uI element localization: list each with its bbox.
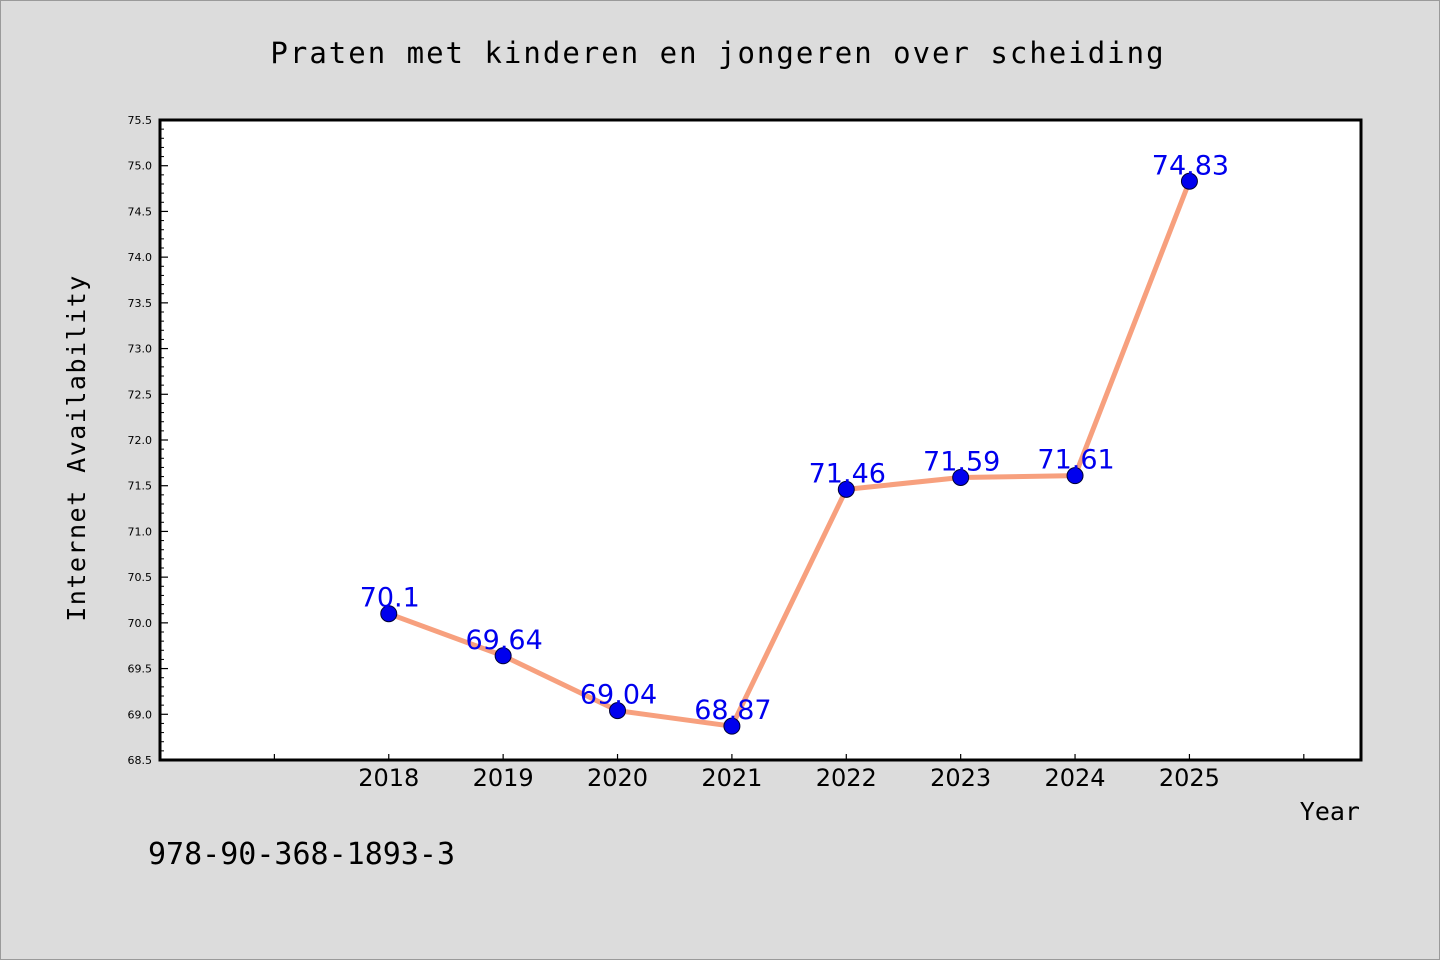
data-label: 68.87: [694, 695, 771, 726]
data-point: [494, 647, 512, 665]
x-tick-label: 2018: [358, 764, 419, 792]
isbn-caption: 978-90-368-1893-3: [148, 837, 455, 872]
y-tick-label: 73.5: [128, 297, 153, 310]
y-tick-label: 70.5: [128, 571, 153, 584]
data-label: 71.61: [1037, 445, 1114, 476]
series-layer: 70.1 69.64 69.04 68.87 71.46 71.59 71.61 74.83: [360, 150, 1229, 735]
data-label: 74.83: [1152, 150, 1229, 181]
data-point: [723, 717, 741, 735]
x-tick-label: 2019: [473, 764, 534, 792]
y-tick-label: 75.5: [128, 114, 153, 127]
x-axis: 2018 2019 2020 2021 2022 2023 2024 2025: [159, 754, 1305, 792]
data-point: [952, 468, 970, 486]
y-tick-label: 69.0: [128, 708, 153, 721]
x-tick-label: 2023: [930, 764, 991, 792]
y-tick-label: 68.5: [128, 754, 153, 767]
data-label: 69.64: [465, 625, 542, 656]
x-axis-label: Year: [1300, 797, 1360, 826]
y-tick-label: 71.0: [128, 525, 153, 538]
series-line: [386, 178, 1192, 729]
x-tick-label: 2024: [1045, 764, 1106, 792]
y-tick-label: 69.5: [128, 663, 153, 676]
y-axis: 68.5 69.0 69.5 70.0 70.5 71.0 71.5 72.0 72.5 73.0…: [128, 114, 168, 767]
data-point: [1180, 172, 1198, 190]
y-tick-label: 70.0: [128, 617, 153, 630]
y-axis-label: Internet Availability: [62, 274, 91, 622]
data-label: 71.59: [923, 446, 1000, 477]
data-label: 70.1: [360, 583, 420, 614]
x-tick-label: 2021: [701, 764, 762, 792]
data-point: [837, 480, 855, 498]
data-label: 69.04: [580, 680, 657, 711]
x-tick-label: 2022: [816, 764, 877, 792]
data-point: [1066, 467, 1084, 485]
y-tick-label: 73.0: [128, 343, 153, 356]
x-tick-label: 2025: [1159, 764, 1220, 792]
y-tick-label: 72.5: [128, 388, 153, 401]
chart-title: Praten met kinderen en jongeren over sch…: [270, 36, 1165, 70]
y-tick-label: 72.0: [128, 434, 153, 447]
plot-area: [158, 118, 1363, 762]
data-point: [380, 605, 398, 623]
x-tick-label: 2020: [587, 764, 648, 792]
data-point: [609, 702, 627, 720]
y-tick-label: 74.0: [128, 251, 153, 264]
y-tick-label: 71.5: [128, 480, 153, 493]
data-label: 71.46: [809, 458, 886, 489]
y-tick-label: 75.0: [128, 160, 153, 173]
y-tick-label: 74.5: [128, 205, 153, 218]
